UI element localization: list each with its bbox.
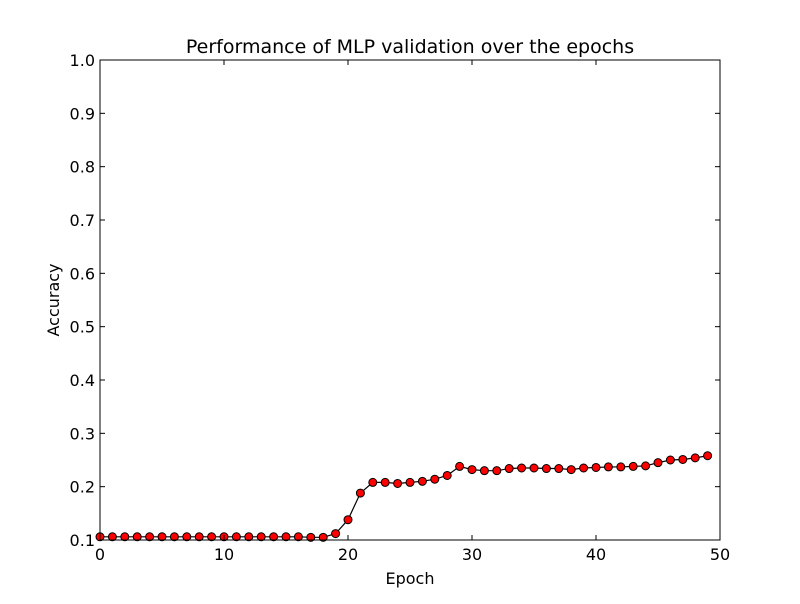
data-point <box>678 454 688 464</box>
data-point <box>703 451 713 461</box>
x-axis-label: Epoch <box>386 569 435 588</box>
data-point <box>306 532 316 542</box>
data-point <box>690 453 700 463</box>
y-tick-label: 0.4 <box>70 371 95 390</box>
data-point <box>293 532 303 542</box>
y-tick-label: 1.0 <box>70 51 95 70</box>
data-point <box>467 465 477 475</box>
data-point <box>393 478 403 488</box>
data-point <box>442 470 452 480</box>
data-point <box>169 532 179 542</box>
data-point <box>417 476 427 486</box>
data-point <box>517 463 527 473</box>
data-point <box>256 532 266 542</box>
data-point <box>207 532 217 542</box>
data-point <box>641 461 651 471</box>
data-point <box>504 464 514 474</box>
y-tick-label: 0.6 <box>70 264 95 283</box>
data-point <box>628 461 638 471</box>
y-axis-label: Accuracy <box>44 263 63 336</box>
data-point <box>120 532 130 542</box>
data-point <box>479 466 489 476</box>
plot-area: 0 10 20 30 40 50 0.1 0.2 0.3 0.4 0.5 0.6 0.7 0.8 0.9 1.… <box>70 51 731 564</box>
data-point <box>653 458 663 468</box>
data-point <box>244 532 254 542</box>
data-point <box>405 477 415 487</box>
data-point <box>529 463 539 473</box>
y-tick-label: 0.5 <box>70 318 95 337</box>
y-tick-label: 0.3 <box>70 424 95 443</box>
data-point <box>145 532 155 542</box>
x-tick-label: 50 <box>710 545 730 564</box>
data-point <box>541 464 551 474</box>
data-point <box>269 532 279 542</box>
y-tick-label: 0.1 <box>70 531 95 550</box>
x-tick-label: 40 <box>586 545 606 564</box>
data-point <box>231 532 241 542</box>
data-point <box>665 455 675 465</box>
data-point <box>107 532 117 542</box>
data-point <box>591 462 601 472</box>
data-point <box>194 532 204 542</box>
data-point <box>455 461 465 471</box>
data-point <box>331 529 341 539</box>
data-point <box>368 477 378 487</box>
data-point <box>554 464 564 474</box>
data-point <box>132 532 142 542</box>
data-point <box>603 462 613 472</box>
x-tick-label: 10 <box>214 545 234 564</box>
data-point <box>355 488 365 498</box>
data-point <box>157 532 167 542</box>
x-tick-label: 30 <box>462 545 482 564</box>
data-point <box>343 515 353 525</box>
data-point <box>566 465 576 475</box>
x-tick-label: 0 <box>95 545 105 564</box>
data-point <box>281 532 291 542</box>
data-point <box>318 532 328 542</box>
data-point <box>492 466 502 476</box>
y-tick-label: 0.7 <box>70 211 95 230</box>
data-point <box>430 474 440 484</box>
data-point <box>579 463 589 473</box>
axes-frame <box>99 59 721 541</box>
y-tick-label: 0.8 <box>70 158 95 177</box>
chart-title: Performance of MLP validation over the e… <box>186 36 634 58</box>
x-tick-label: 20 <box>338 545 358 564</box>
data-point <box>182 532 192 542</box>
data-point <box>616 462 626 472</box>
data-point <box>380 477 390 487</box>
y-tick-label: 0.2 <box>70 478 95 497</box>
y-tick-label: 0.9 <box>70 104 95 123</box>
